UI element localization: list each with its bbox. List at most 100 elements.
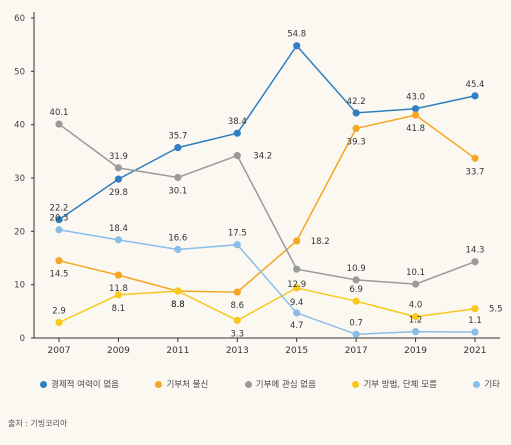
data-label: 6.9	[349, 285, 363, 295]
data-point	[471, 258, 479, 266]
data-point	[293, 237, 301, 245]
data-label: 10.9	[347, 264, 366, 274]
x-tick-label: 2013	[226, 346, 249, 356]
data-label: 20.3	[50, 214, 69, 224]
x-tick-label: 2011	[166, 346, 189, 356]
legend-swatch	[40, 380, 47, 388]
y-tick-label: 60	[14, 14, 25, 24]
data-point	[352, 276, 360, 284]
data-label: 45.4	[466, 80, 485, 90]
data-label: 14.3	[466, 246, 485, 256]
data-point	[293, 265, 301, 273]
legend-item: 기부처 불신	[155, 378, 208, 390]
legend-item: 경제적 여력이 없음	[40, 378, 119, 390]
series-line	[58, 228, 476, 336]
data-label: 4.7	[290, 321, 304, 331]
data-point	[174, 287, 182, 295]
data-point	[114, 175, 123, 183]
legend-label: 기부에 관심 없음	[255, 380, 316, 390]
line-chart: 0 10 20 30 40 50 60 2007 2009 2011 2013 2015 2017 201…	[14, 12, 503, 356]
legend-item: 기타	[473, 378, 500, 390]
data-label: 18.4	[109, 224, 128, 234]
legend: 경제적 여력이 없음 기부처 불신 기부에 관심 없음 기부 방법, 단체 모름 기타	[40, 376, 500, 392]
data-point	[233, 152, 241, 160]
data-label: 12.9	[287, 280, 306, 290]
data-label: 16.6	[168, 233, 187, 243]
y-tick-label: 0	[20, 334, 25, 344]
data-label: 1.1	[468, 316, 482, 326]
data-label: 10.1	[406, 268, 425, 278]
data-label: 41.8	[406, 124, 425, 134]
x-tick-label: 2015	[285, 346, 308, 356]
data-label: 0.7	[349, 318, 363, 328]
data-label: 8.8	[171, 300, 185, 310]
y-tick-label: 30	[14, 174, 25, 184]
data-point	[114, 236, 123, 244]
data-label: 18.2	[311, 237, 330, 247]
data-point	[233, 241, 241, 249]
data-point	[411, 280, 420, 288]
data-label: 2.9	[52, 307, 66, 317]
x-tick-label: 2019	[404, 346, 427, 356]
data-point	[55, 226, 63, 234]
data-point	[471, 328, 479, 336]
x-tick-label: 2009	[107, 346, 130, 356]
x-tick-label: 2021	[464, 346, 487, 356]
data-point	[411, 313, 420, 321]
x-tick-label: 2007	[48, 346, 71, 356]
data-point	[293, 284, 301, 292]
data-label: 1.2	[409, 316, 423, 326]
data-point	[471, 92, 479, 100]
data-label: 5.5	[489, 305, 503, 315]
y-tick-label: 20	[14, 227, 25, 237]
data-label: 39.3	[347, 137, 366, 147]
data-label: 8.1	[112, 304, 126, 314]
data-label: 43.0	[406, 93, 425, 103]
data-point	[114, 271, 123, 279]
legend-swatch	[473, 380, 481, 388]
data-label: 22.2	[50, 204, 69, 214]
data-label: 4.0	[409, 301, 423, 311]
data-label: 38.4	[228, 117, 247, 127]
legend-label: 기부처 불신	[166, 380, 209, 390]
data-point	[55, 120, 63, 128]
legend-swatch	[244, 380, 252, 388]
data-point	[55, 318, 63, 327]
data-point	[293, 309, 301, 317]
data-label: 14.5	[50, 270, 69, 280]
data-label: 35.7	[168, 132, 187, 142]
data-point	[233, 129, 241, 137]
legend-label: 기부 방법, 단체 모름	[363, 380, 437, 390]
data-label: 9.4	[290, 298, 304, 308]
data-label: 8.8	[171, 300, 185, 310]
data-label: 17.5	[228, 229, 247, 239]
data-point	[55, 257, 63, 265]
data-point	[233, 288, 241, 296]
data-label: 29.8	[109, 188, 128, 198]
data-point	[471, 305, 479, 313]
data-label: 11.8	[109, 284, 128, 294]
data-point	[174, 144, 182, 152]
data-point	[411, 111, 420, 119]
data-point	[174, 173, 182, 182]
data-label: 40.1	[50, 108, 69, 118]
source-note: 출처 : 기빙코리아	[8, 419, 68, 428]
y-tick-label: 10	[14, 281, 25, 291]
legend-item: 기부 방법, 단체 모름	[352, 378, 437, 390]
series-line	[58, 44, 476, 221]
data-point	[352, 109, 360, 117]
legend-label: 경제적 여력이 없음	[51, 380, 119, 390]
y-tick-label: 40	[14, 121, 25, 131]
data-point	[233, 316, 241, 324]
data-point	[471, 154, 479, 162]
data-point	[114, 164, 123, 172]
data-point	[352, 297, 360, 305]
series-line	[58, 287, 476, 324]
data-point	[352, 124, 360, 132]
data-point	[411, 105, 420, 113]
x-tick-label: 2017	[345, 346, 368, 356]
data-label: 54.8	[287, 30, 306, 40]
legend-label: 기타	[484, 380, 500, 390]
y-tick-label: 50	[14, 67, 25, 77]
